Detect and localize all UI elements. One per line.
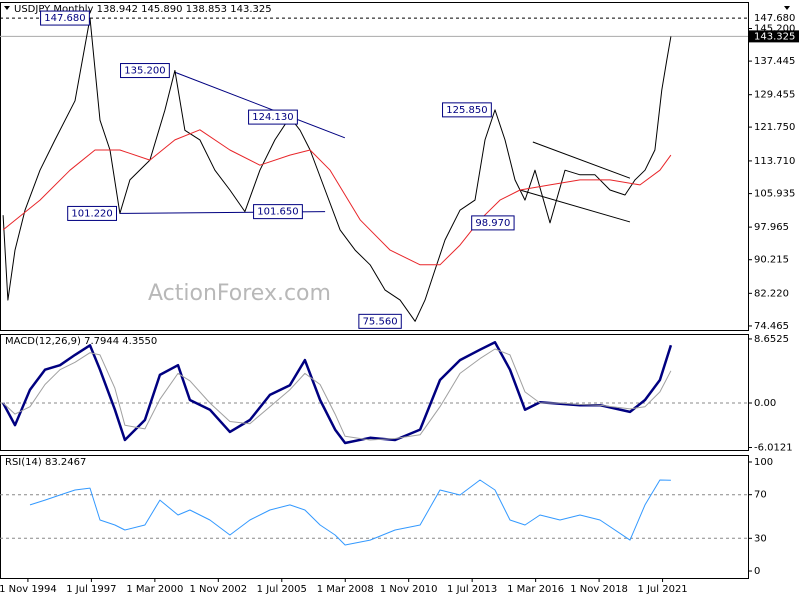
y-tick-label: 129.455 — [754, 90, 795, 101]
y-tick-label: 90.215 — [754, 255, 789, 266]
annotation-label: 135.200 — [124, 66, 165, 77]
series-line — [2, 348, 672, 441]
rsi-panel — [0, 455, 749, 579]
annotation-box — [358, 313, 402, 329]
macd-title: MACD(12,26,9) 7.7944 4.3550 — [5, 336, 157, 347]
annotation-box — [40, 10, 90, 26]
series-line — [29, 479, 671, 546]
x-tick-label: 1 Mar 2008 — [317, 584, 374, 595]
chart-title: USDJPY,Monthly 138.942 145.890 138.853 1… — [14, 4, 272, 15]
y-tick-label: 30 — [754, 533, 767, 544]
annotation-box — [471, 215, 515, 231]
x-tick-label: 1 Jul 1997 — [66, 584, 116, 595]
annotation-box — [248, 109, 298, 125]
menu-arrow — [4, 6, 10, 10]
y-tick-label: 74.465 — [754, 321, 789, 332]
x-tick-label: 1 Nov 2018 — [570, 584, 628, 595]
y-tick-label: 145.200 — [754, 23, 795, 34]
y-tick-label: 121.750 — [754, 122, 795, 133]
annotation-label: 101.220 — [71, 208, 112, 219]
y-tick-label: 70 — [754, 490, 767, 501]
x-tick-label: 1 Mar 2016 — [507, 584, 564, 595]
x-tick-label: 1 Jul 2013 — [447, 584, 497, 595]
annotation-box — [67, 205, 118, 221]
y-tick-label: 100 — [754, 457, 773, 468]
annotation-label: 98.970 — [475, 218, 510, 229]
trendline — [174, 71, 346, 139]
watermark: ActionForex.com — [148, 281, 331, 306]
menu-arrow — [784, 6, 790, 10]
x-tick-label: 1 Jul 2005 — [257, 584, 307, 595]
x-tick-label: 1 Nov 2010 — [380, 584, 438, 595]
y-tick-label: 0 — [754, 566, 760, 577]
annotation-box — [120, 63, 170, 79]
y-tick-label: 0.00 — [754, 398, 776, 409]
y-tick-label: 113.710 — [754, 156, 795, 167]
current-price-label: 143.325 — [754, 31, 795, 42]
annotation-label: 101.650 — [257, 207, 298, 218]
y-tick-label: 137.445 — [754, 56, 795, 67]
current-price-box — [749, 30, 799, 43]
annotation-label: 75.560 — [363, 316, 398, 327]
x-tick-label: 1 Nov 1994 — [0, 584, 57, 595]
price-panel — [0, 2, 749, 331]
reference-label: 147.680 — [754, 13, 795, 24]
series-line — [2, 129, 672, 266]
trendline — [519, 189, 631, 223]
annotation-box — [253, 204, 303, 220]
trendline — [532, 141, 631, 179]
annotation-label: 124.130 — [252, 112, 293, 123]
y-tick-label: 82.220 — [754, 288, 789, 299]
x-tick-label: 1 Jul 2021 — [637, 584, 687, 595]
macd-panel — [0, 334, 749, 451]
rsi-title: RSI(14) 83.2467 — [5, 457, 86, 468]
y-tick-label: 8.6525 — [754, 334, 789, 345]
x-tick-label: 1 Mar 2000 — [126, 584, 183, 595]
y-tick-label: 97.965 — [754, 222, 789, 233]
x-tick-label: 1 Nov 2002 — [189, 584, 247, 595]
y-tick-label: -6.0121 — [754, 442, 793, 453]
annotation-box — [442, 102, 492, 118]
y-tick-label: 105.935 — [754, 189, 795, 200]
annotation-label: 147.680 — [44, 13, 85, 24]
annotation-label: 125.850 — [446, 105, 487, 116]
